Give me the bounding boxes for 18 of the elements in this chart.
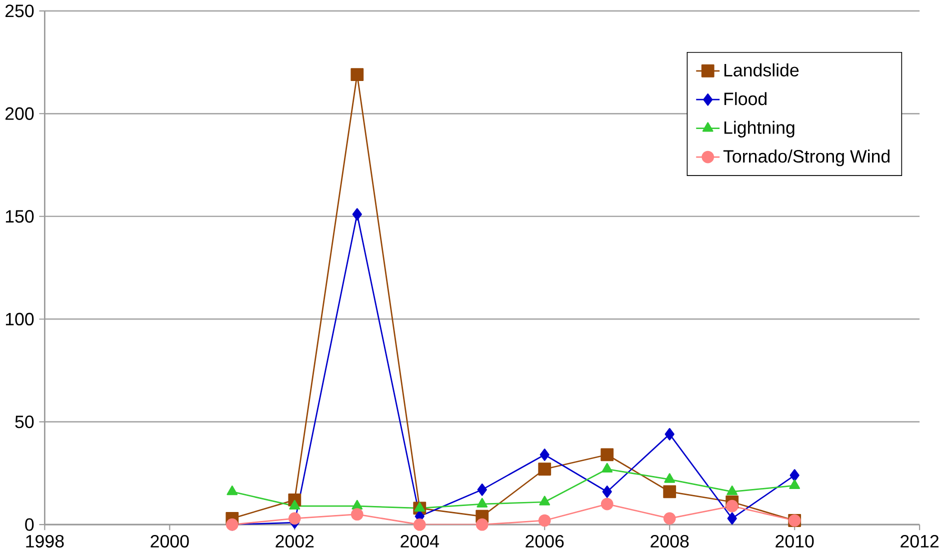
x-tick-label: 1998 <box>26 534 64 548</box>
x-tick-label: 2000 <box>150 534 189 548</box>
x-tick-label: 2006 <box>526 534 564 548</box>
y-tick-label: 250 <box>5 4 34 18</box>
x-tick-label: 2012 <box>900 534 939 548</box>
y-tick-label: 50 <box>15 415 34 428</box>
x-tick-label: 2002 <box>276 534 314 548</box>
x-tick-label: 2004 <box>400 534 439 548</box>
legend-label: Landslide <box>724 63 799 76</box>
y-tick-label: 0 <box>25 518 34 531</box>
legend-label: Tornado/Strong Wind <box>723 149 890 166</box>
y-tick-label: 150 <box>6 210 34 223</box>
x-tick-label: 2008 <box>650 534 689 548</box>
y-tick-label: 200 <box>5 107 34 120</box>
x-tick-label: 2010 <box>776 534 814 548</box>
legend-label: Lightning <box>724 120 794 138</box>
y-tick-label: 100 <box>6 312 34 326</box>
legend-label: Flood <box>724 92 767 106</box>
